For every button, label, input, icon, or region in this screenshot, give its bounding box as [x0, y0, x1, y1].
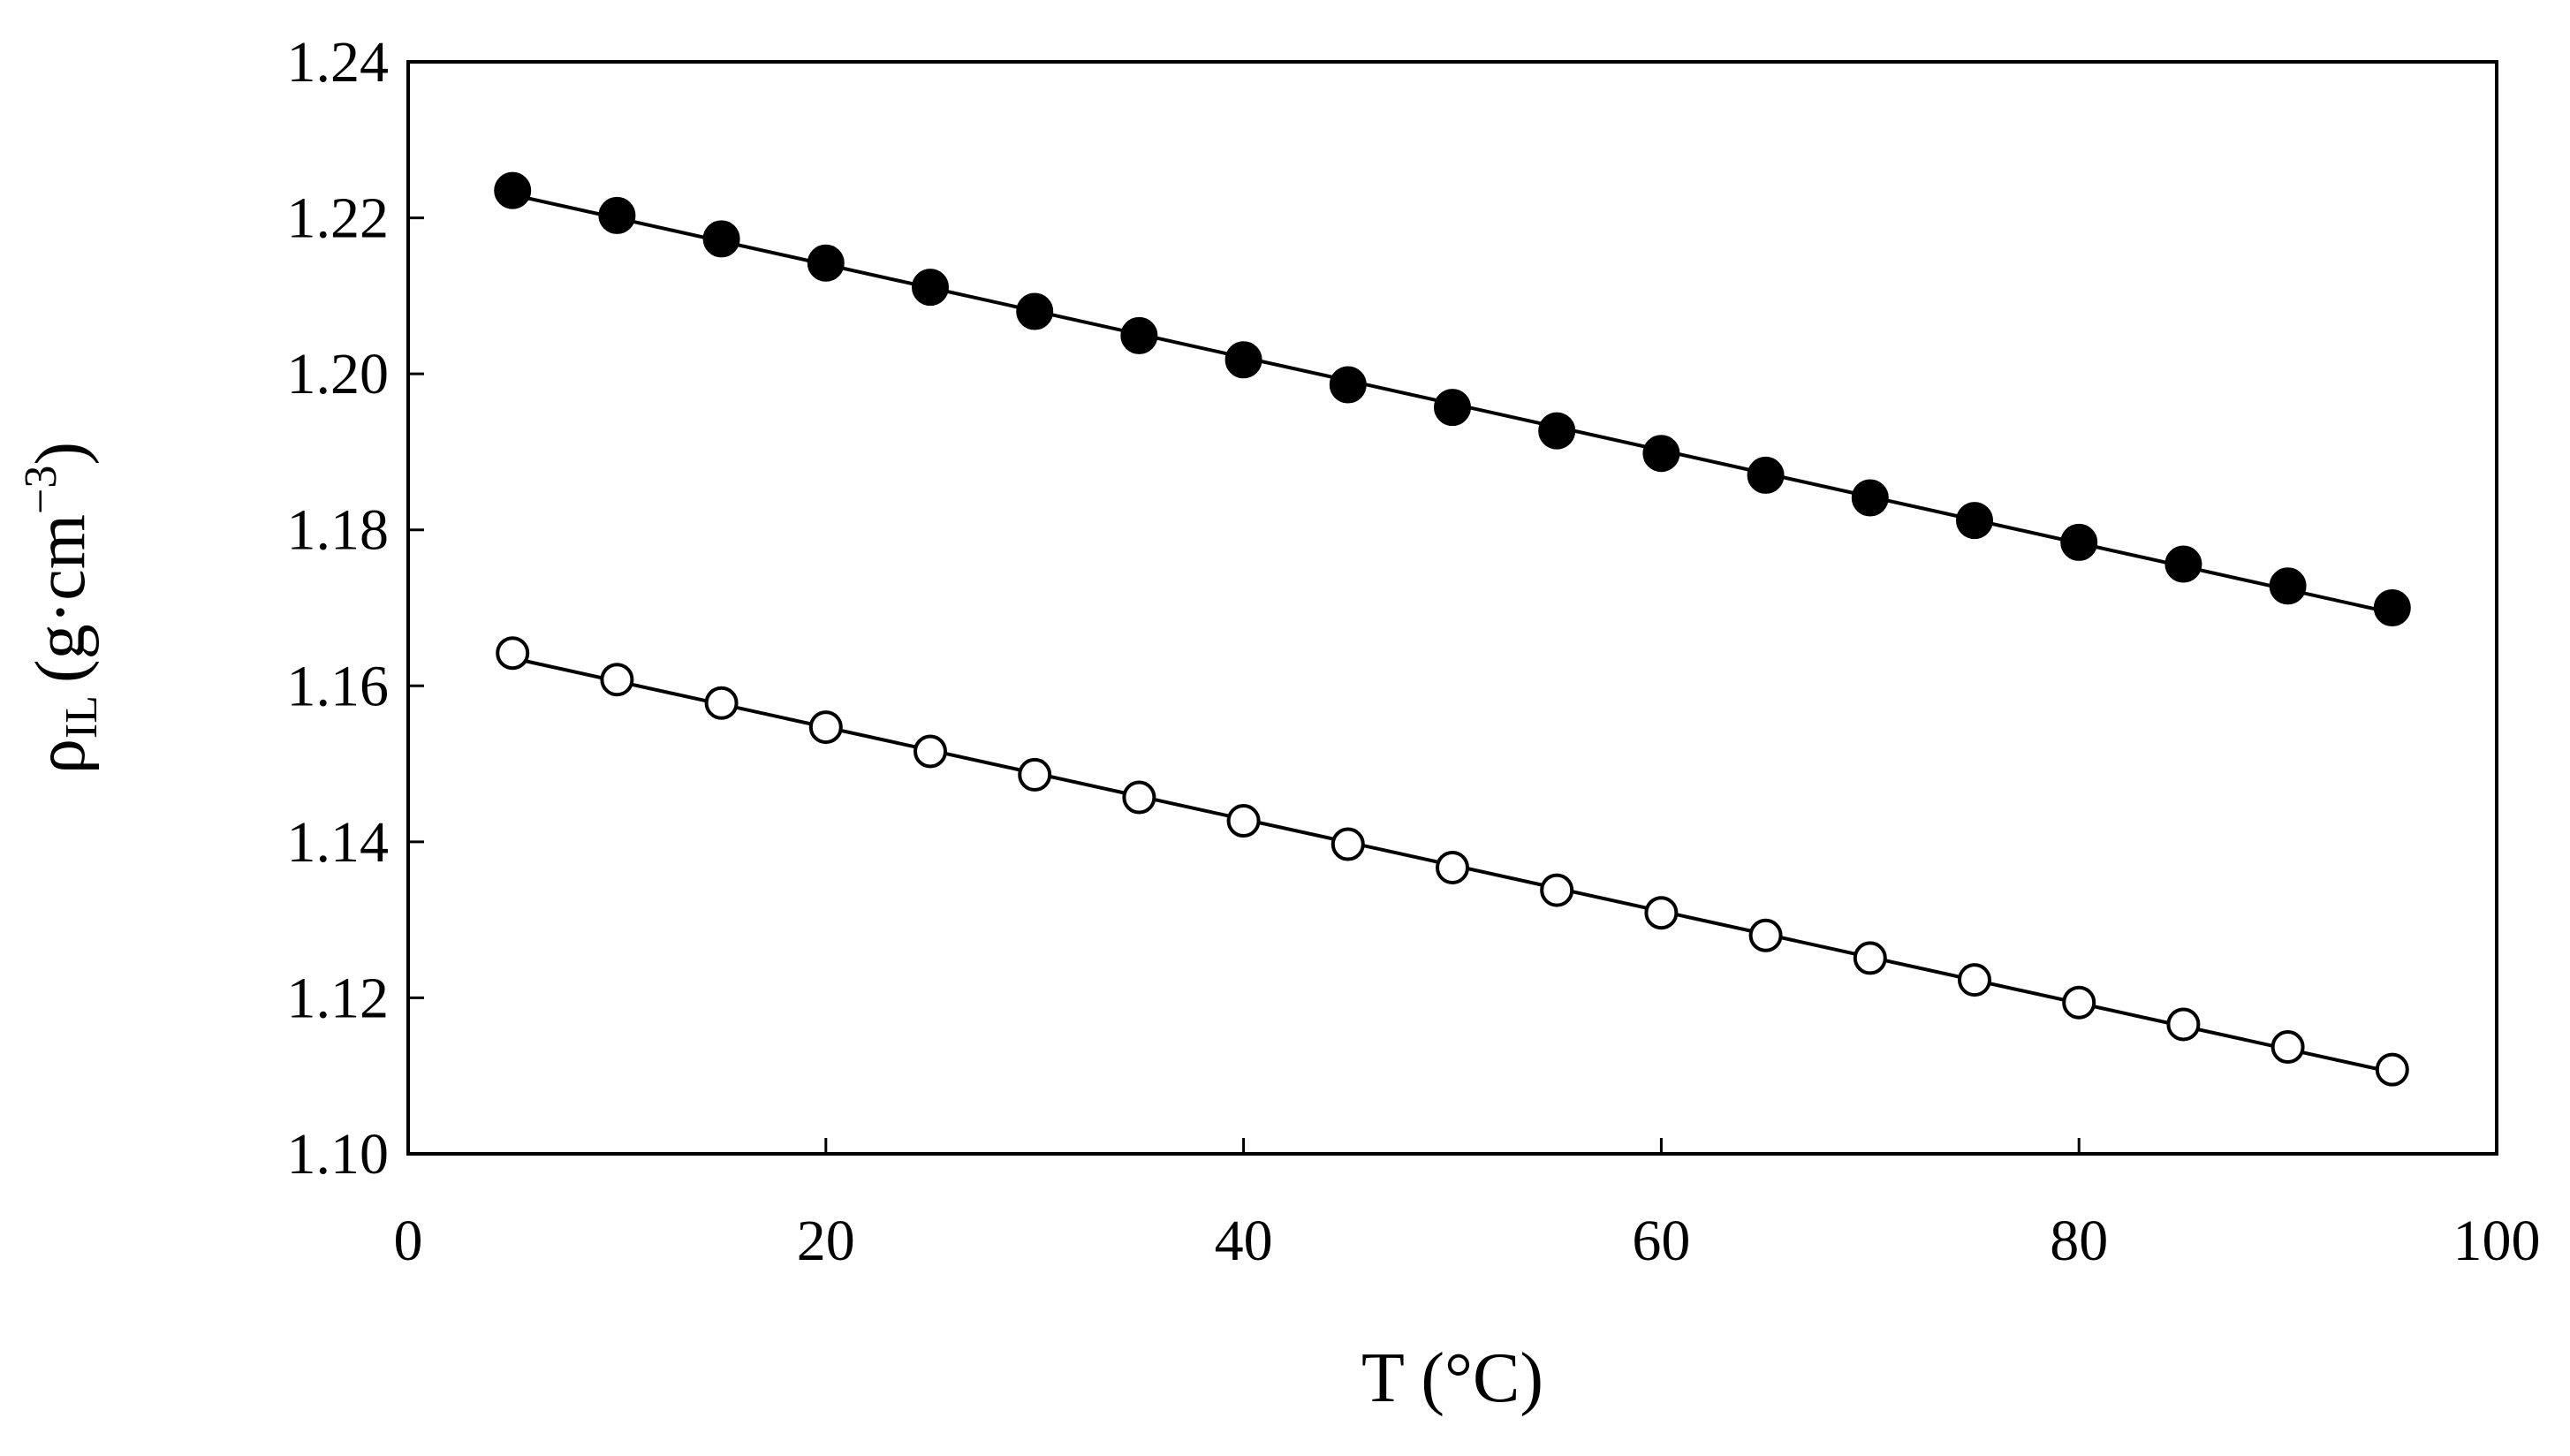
y-axis-unit-prefix: (g·cm: [22, 514, 100, 683]
y-axis-unit-suffix: ): [22, 442, 100, 466]
y-axis-symbol: ρ: [22, 739, 100, 774]
data-point-series-1: [1329, 366, 1367, 404]
data-point-series-2: [496, 636, 530, 671]
data-point-series-1: [598, 196, 636, 234]
data-point-series-1: [1956, 502, 1993, 540]
y-tick-label: 1.24: [287, 30, 390, 95]
data-point-series-2: [1958, 963, 1991, 997]
data-point-series-1: [1851, 479, 1889, 517]
data-point-series-1: [2373, 589, 2411, 626]
data-point-series-2: [1018, 757, 1052, 792]
x-tick-label: 60: [1632, 1209, 1690, 1273]
data-point-series-1: [807, 244, 845, 282]
data-point-series-1: [494, 171, 532, 209]
data-point-series-2: [704, 686, 739, 720]
y-tick-label: 1.12: [287, 966, 390, 1030]
x-tick-label: 100: [2453, 1209, 2541, 1273]
data-point-series-1: [1120, 316, 1158, 354]
x-tick-label: 0: [394, 1209, 423, 1273]
data-point-series-1: [2164, 545, 2202, 583]
data-point-series-2: [2062, 985, 2096, 1020]
data-point-series-2: [2271, 1030, 2305, 1065]
data-point-series-1: [1224, 341, 1262, 379]
y-axis-ticks: 1.10 1.12 1.14 1.16 1.18 1.20 1.22 1.24: [287, 30, 424, 1187]
y-tick-label: 1.10: [287, 1122, 390, 1187]
x-tick-label: 80: [2050, 1209, 2108, 1273]
data-point-series-1: [1747, 456, 1785, 494]
data-point-series-1: [912, 269, 949, 307]
y-axis-subscript: IL: [57, 695, 107, 739]
data-point-series-1: [1538, 412, 1576, 450]
x-tick-label: 40: [1215, 1209, 1273, 1273]
y-tick-label: 1.18: [287, 498, 390, 563]
data-markers: [494, 171, 2411, 1087]
data-point-series-2: [2166, 1007, 2201, 1042]
data-point-series-2: [1330, 827, 1365, 861]
data-point-series-1: [1434, 389, 1471, 427]
data-point-series-2: [1226, 804, 1261, 838]
x-tick-label: 20: [797, 1209, 855, 1273]
data-point-series-1: [702, 220, 740, 258]
data-point-series-2: [1436, 850, 1469, 884]
data-point-series-1: [2060, 523, 2098, 561]
data-point-series-2: [1748, 918, 1783, 952]
data-point-series-2: [1853, 941, 1887, 975]
data-point-series-2: [1540, 873, 1574, 907]
x-axis-ticks: 0 20 40 60 80 100: [394, 1138, 2541, 1273]
y-tick-label: 1.22: [287, 186, 390, 251]
y-tick-label: 1.20: [287, 342, 390, 406]
data-point-series-2: [1122, 780, 1156, 815]
data-point-series-1: [1642, 435, 1680, 473]
data-point-series-2: [808, 710, 843, 745]
x-axis-title: T (°C): [1361, 1339, 1543, 1417]
data-point-series-1: [1016, 292, 1054, 330]
y-axis-title: ρIL (g·cm−3): [16, 442, 107, 774]
y-axis-unit-exponent: −3: [16, 466, 66, 514]
data-point-series-2: [914, 734, 947, 769]
y-tick-label: 1.16: [287, 654, 390, 718]
data-point-series-1: [2269, 567, 2307, 605]
plot-frame: [406, 60, 2498, 1156]
y-tick-label: 1.14: [287, 810, 390, 875]
data-point-series-2: [600, 663, 634, 697]
fit-lines: [512, 193, 2393, 1074]
data-point-series-2: [1644, 896, 1679, 930]
data-point-series-2: [2375, 1052, 2409, 1087]
